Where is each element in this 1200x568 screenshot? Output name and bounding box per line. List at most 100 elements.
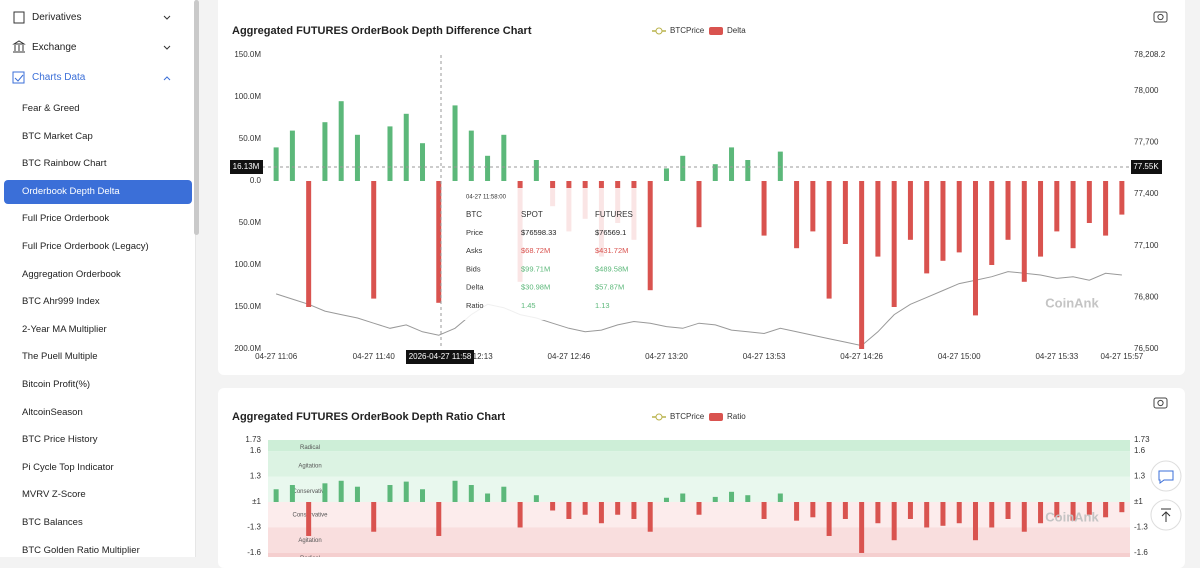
tooltip-header: SPOT [521, 210, 543, 219]
legend-label: Ratio [727, 412, 746, 421]
bar [842, 181, 848, 244]
bar [777, 151, 783, 181]
submenu-item[interactable]: BTC Market Cap [22, 130, 93, 142]
bar [956, 181, 962, 253]
bar [810, 502, 816, 518]
bar [794, 181, 800, 249]
bar [663, 168, 669, 181]
bar [826, 502, 832, 536]
y2-tick-label: -1.6 [1134, 548, 1148, 557]
bar [761, 181, 767, 236]
submenu-item[interactable]: 2-Year MA Multiplier [22, 323, 107, 335]
submenu-item[interactable]: Fear & Greed [22, 103, 80, 114]
y2-tick-label: 1.6 [1134, 446, 1146, 455]
submenu-item[interactable]: Pi Cycle Top Indicator [22, 461, 114, 473]
bar [354, 134, 360, 181]
bar [810, 181, 816, 232]
chat-button[interactable] [1150, 460, 1182, 492]
bar [420, 489, 426, 502]
bar [533, 495, 539, 502]
y2-tick-label: 78,000 [1134, 86, 1159, 95]
y2-tick-label: 77,700 [1134, 138, 1159, 147]
menu-item[interactable]: Exchange [32, 42, 77, 53]
menu-item[interactable]: Charts Data [32, 72, 86, 83]
bar [387, 126, 393, 181]
bar [940, 181, 946, 261]
bar [729, 491, 735, 502]
bar [485, 155, 491, 181]
crosshair-label-bg [406, 350, 474, 364]
x-tick-label: 04-27 15:00 [938, 352, 981, 361]
bar [1038, 181, 1044, 257]
bar [436, 502, 442, 536]
camera-icon[interactable] [1153, 11, 1168, 23]
bar [956, 502, 962, 524]
submenu-item[interactable]: BTC Balances [22, 517, 83, 528]
x-tick-label: 04-27 15:57 [1101, 352, 1144, 361]
zone [268, 451, 1130, 477]
submenu-item[interactable]: Full Price Orderbook (Legacy) [22, 241, 149, 252]
chart-title: Aggregated FUTURES OrderBook Depth Ratio… [232, 411, 506, 423]
tooltip-cell: $30.98M [521, 283, 550, 292]
zone [268, 552, 1130, 557]
submenu-item[interactable]: BTC Ahr999 Index [22, 296, 100, 308]
bar [680, 493, 686, 502]
submenu-item[interactable]: The Puell Multiple [22, 351, 98, 363]
bar [647, 502, 653, 532]
bar [1054, 502, 1060, 518]
legend-swatch [709, 27, 723, 35]
submenu-item[interactable]: BTC Price History [22, 434, 98, 446]
submenu-item[interactable]: AltcoinSeason [22, 406, 83, 418]
tooltip-cell: $489.58M [595, 264, 628, 273]
bar [387, 485, 393, 502]
top-button[interactable] [1150, 499, 1182, 531]
zone [268, 476, 1130, 502]
bar [452, 480, 458, 502]
bar [891, 502, 897, 541]
bar [972, 502, 978, 541]
bar [354, 486, 360, 502]
submenu-item[interactable]: Aggregation Orderbook [22, 268, 121, 280]
y2-tick-label: -1.3 [1134, 523, 1148, 532]
submenu-item[interactable]: BTC Golden Ratio Multiplier [22, 544, 140, 556]
crosshair-label: 2026-04-27 11:58 [409, 352, 472, 361]
bar [794, 502, 800, 521]
submenu-item[interactable]: BTC Rainbow Chart [22, 158, 107, 170]
bar [907, 502, 913, 519]
bar [663, 497, 669, 502]
submenu-item[interactable]: Bitcoin Profit(%) [22, 379, 91, 390]
x-tick-label: 04-27 11:06 [255, 352, 298, 361]
bar [289, 130, 295, 181]
bar [989, 502, 995, 528]
y2-tick-label: 1.3 [1134, 472, 1146, 481]
chevron [163, 76, 171, 81]
bar [907, 181, 913, 240]
bar [1005, 181, 1011, 240]
bar [972, 181, 978, 316]
bar [582, 502, 588, 515]
bar [647, 181, 653, 291]
bar [338, 101, 344, 181]
bar [1086, 502, 1092, 515]
tooltip-time: 04-27 11:58:00 [466, 195, 507, 201]
y-tick-label: -1.6 [247, 548, 261, 557]
y2-tick-label: 1.73 [1134, 435, 1150, 444]
bar [371, 181, 377, 299]
submenu-item[interactable]: Orderbook Depth Delta [4, 179, 192, 204]
bar [615, 502, 621, 515]
submenu-item[interactable]: Full Price Orderbook [22, 213, 110, 225]
bar [1021, 502, 1027, 532]
menu-item[interactable]: Derivatives [32, 12, 82, 23]
plot: RadicalAgitationConservativeConservative… [268, 440, 1130, 557]
bar [989, 181, 995, 265]
zone-label: Conservative [292, 489, 328, 495]
bar [501, 134, 507, 181]
bar [403, 481, 409, 502]
bar [289, 485, 295, 502]
camera-icon[interactable] [1153, 397, 1168, 409]
submenu-item[interactable]: MVRV Z-Score [22, 489, 86, 501]
y-tick-label: 150.0M [234, 302, 261, 311]
y2-tick-label: 78,208.2 [1134, 50, 1166, 59]
icon [12, 71, 25, 84]
y-tick-label: 1.6 [250, 446, 262, 455]
